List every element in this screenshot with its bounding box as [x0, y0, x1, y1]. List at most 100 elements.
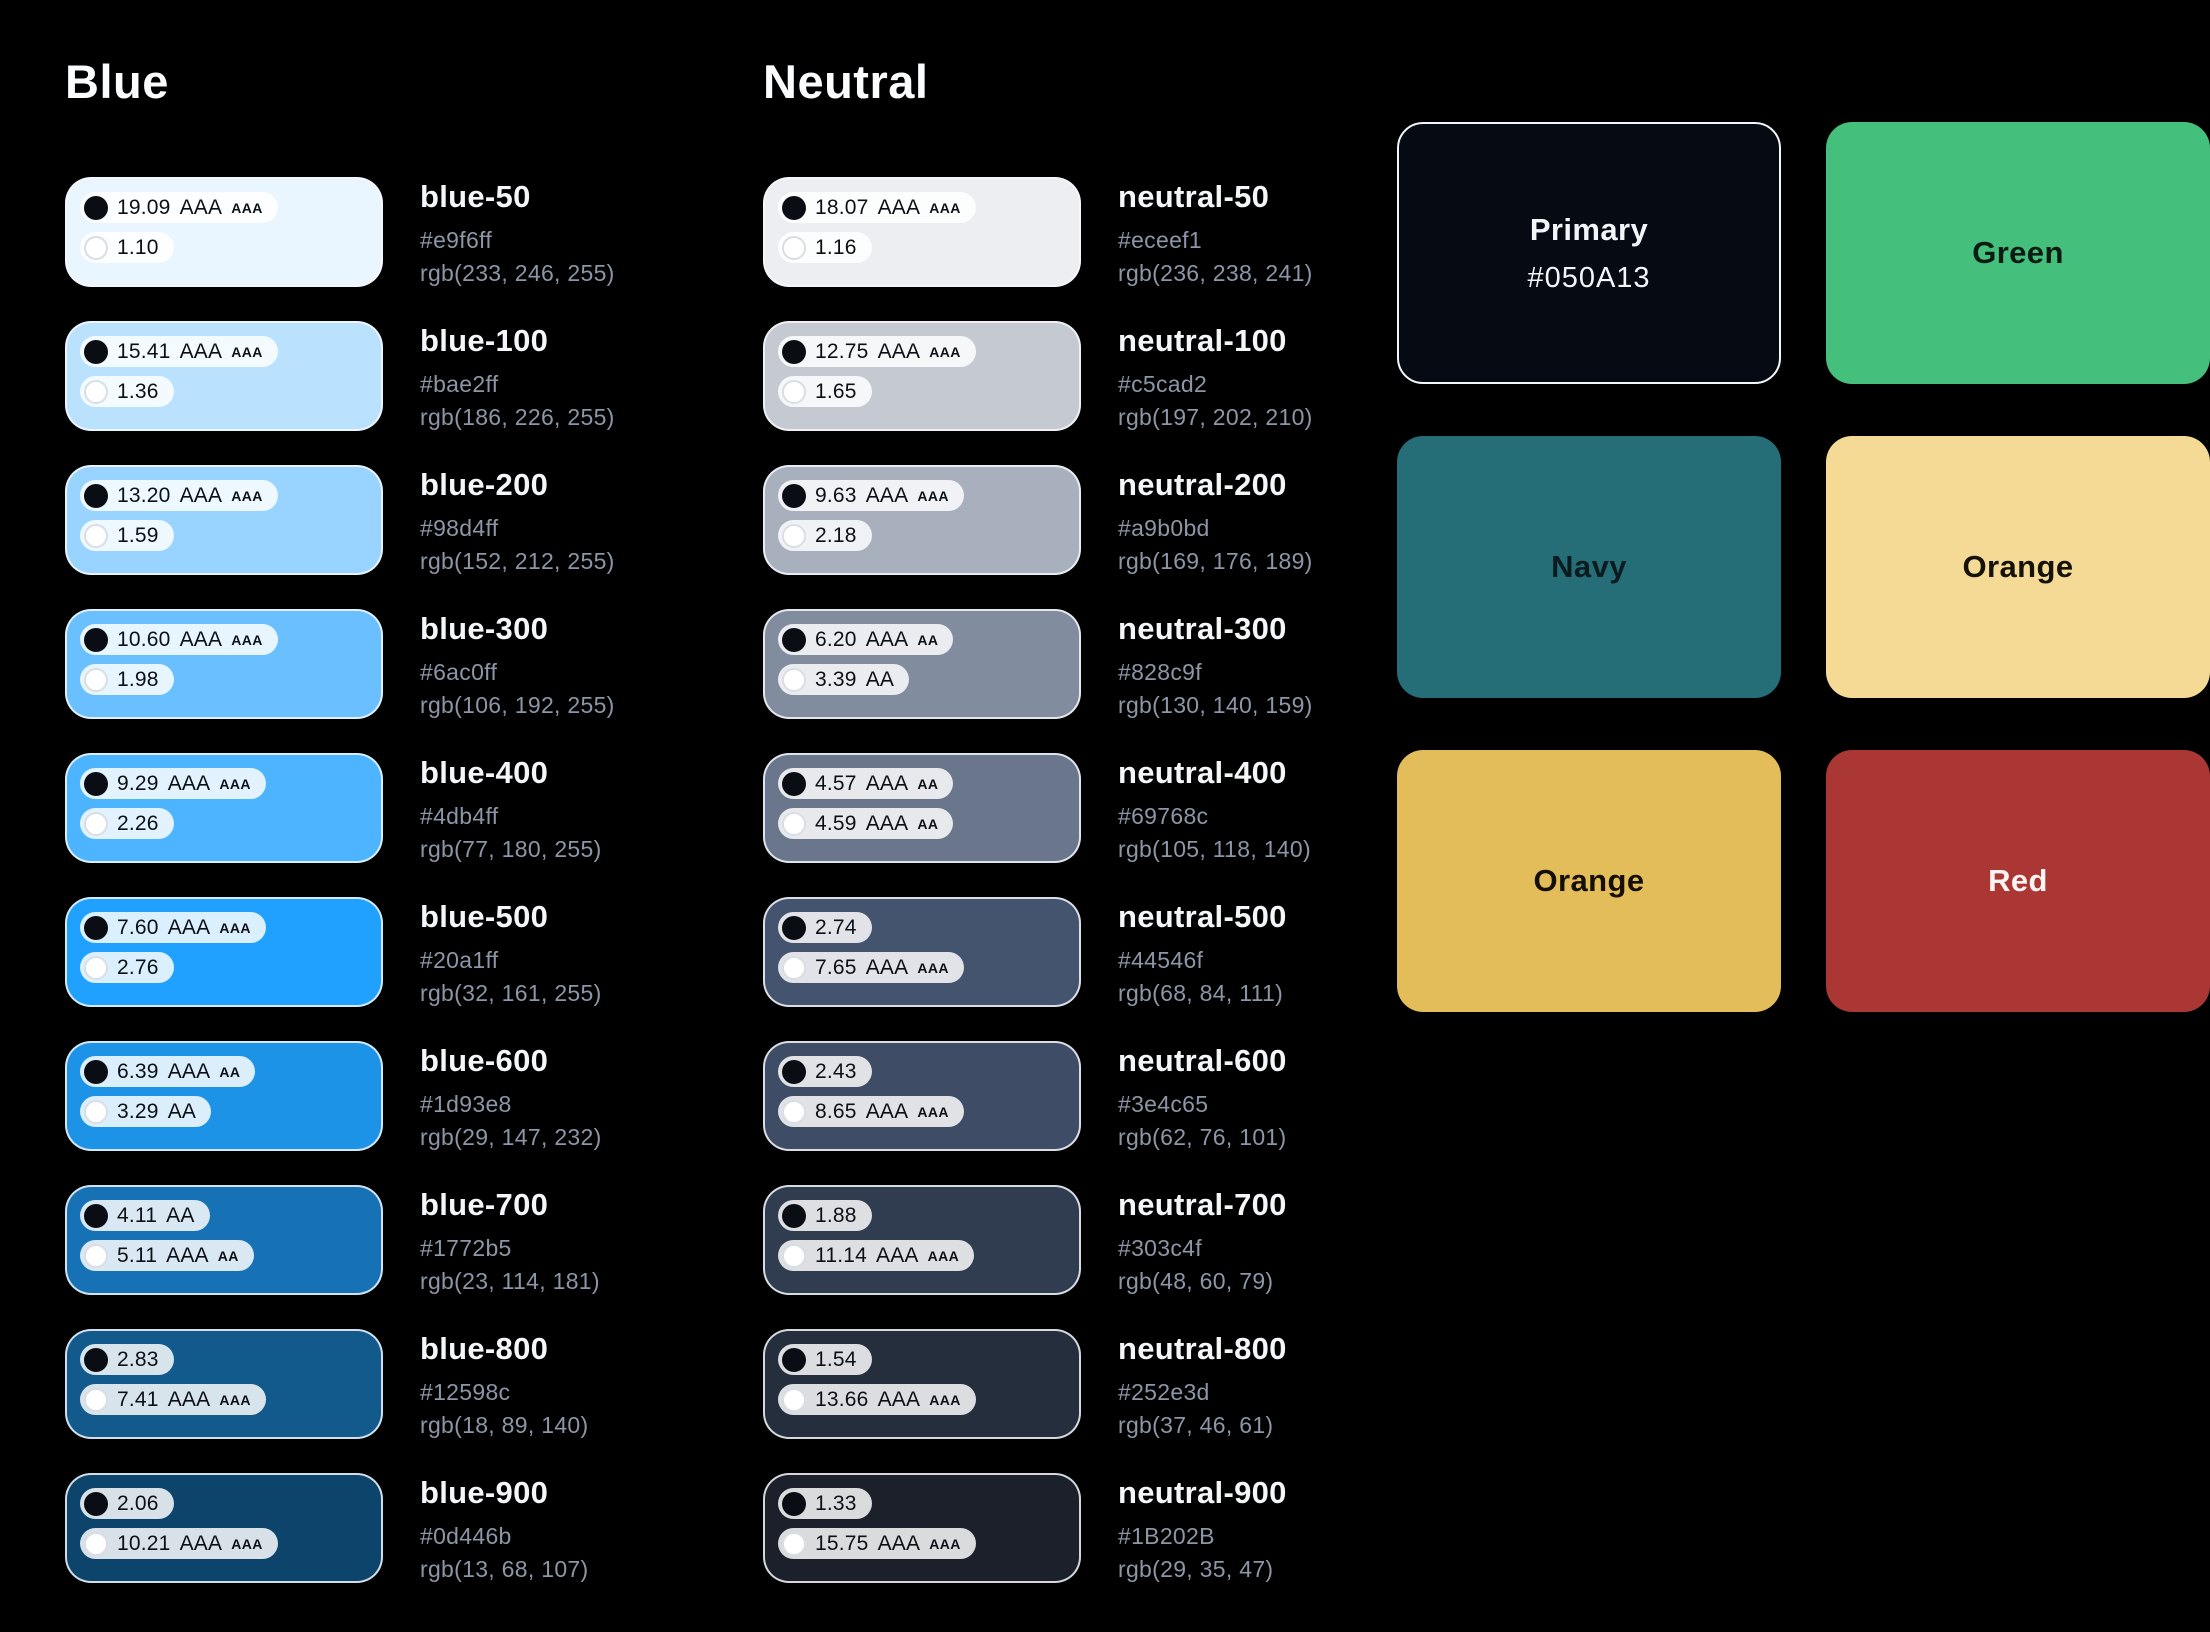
contrast-badge: 2.18 [778, 520, 872, 551]
color-swatch: 4.57 AAA AA 4.59 AAA AA [763, 753, 1081, 863]
contrast-ratio: 1.10 [117, 235, 159, 259]
contrast-badge: 1.33 [778, 1488, 872, 1519]
contrast-ratio: 11.14 [815, 1243, 867, 1267]
card-label: Green [1972, 235, 2064, 270]
color-swatch: 12.75 AAA AAA 1.65 [763, 321, 1081, 431]
swatch-hex: #0d446b [420, 1523, 512, 1549]
swatch-row: 15.41 AAA AAA 1.36 blue-100 #bae2ff rgb(186, 2… [65, 321, 745, 431]
color-swatch: 1.54 13.66 AAA AAA [763, 1329, 1081, 1439]
contrast-ratio: 6.39 [117, 1059, 159, 1083]
wcag-rating-small: AAA [231, 343, 263, 360]
contrast-ratio: 2.18 [815, 523, 857, 547]
wcag-rating-small: AAA [917, 487, 949, 504]
contrast-ratio: 1.65 [815, 379, 857, 403]
contrast-ratio: 13.66 [815, 1387, 869, 1411]
wcag-rating-small: AAA [219, 919, 251, 936]
white-circle-icon [84, 811, 108, 836]
swatch-label: blue-300 #6ac0ff rgb(106, 192, 255) [420, 611, 615, 722]
color-swatch: 7.60 AAA AAA 2.76 [65, 897, 383, 1007]
wcag-rating-large: AAA [179, 483, 223, 507]
wcag-rating-small: AAA [929, 1391, 961, 1408]
contrast-ratio: 1.88 [815, 1203, 857, 1227]
contrast-ratio: 2.06 [117, 1491, 159, 1515]
wcag-rating-large: AAA [179, 339, 223, 363]
color-card: Navy [1397, 436, 1781, 698]
section-title: Neutral [763, 55, 929, 108]
color-swatch: 2.43 8.65 AAA AAA [763, 1041, 1081, 1151]
swatch-name: neutral-900 [1118, 1475, 1287, 1510]
contrast-badge: 7.65 AAA AAA [778, 952, 964, 983]
contrast-ratio: 4.57 [815, 771, 857, 795]
swatch-row: 1.88 11.14 AAA AAA neutral-700 #303c4f rgb(48,… [763, 1185, 1443, 1295]
swatch-rgb: rgb(37, 46, 61) [1118, 1412, 1274, 1438]
swatch-label: neutral-300 #828c9f rgb(130, 140, 159) [1118, 611, 1313, 722]
color-swatch: 2.06 10.21 AAA AAA [65, 1473, 383, 1583]
swatch-hex: #252e3d [1118, 1379, 1210, 1405]
black-circle-icon [782, 483, 806, 508]
color-swatch: 1.33 15.75 AAA AAA [763, 1473, 1081, 1583]
contrast-ratio: 2.43 [815, 1059, 857, 1083]
swatch-rgb: rgb(32, 161, 255) [420, 980, 602, 1006]
color-swatch: 10.60 AAA AAA 1.98 [65, 609, 383, 719]
contrast-badge: 5.11 AAA AA [80, 1240, 254, 1271]
wcag-rating-small: AAA [231, 487, 263, 504]
wcag-rating-large: AAA [167, 1387, 211, 1411]
wcag-rating-large: AAA [876, 1243, 919, 1267]
color-swatch: 2.74 7.65 AAA AAA [763, 897, 1081, 1007]
wcag-rating-large: AAA [167, 915, 211, 939]
contrast-ratio: 10.60 [117, 627, 171, 651]
wcag-rating-large: AAA [179, 627, 223, 651]
black-circle-icon [84, 1491, 108, 1516]
contrast-badge: 13.20 AAA AAA [80, 480, 278, 511]
swatch-rgb: rgb(152, 212, 255) [420, 548, 615, 574]
swatch-label: blue-900 #0d446b rgb(13, 68, 107) [420, 1475, 588, 1586]
swatch-label: blue-50 #e9f6ff rgb(233, 246, 255) [420, 179, 615, 290]
swatch-rgb: rgb(130, 140, 159) [1118, 692, 1313, 718]
wcag-rating-small: AAA [917, 959, 949, 976]
black-circle-icon [782, 1203, 806, 1228]
black-circle-icon [84, 1347, 108, 1372]
contrast-badge: 1.10 [80, 232, 174, 263]
white-circle-icon [782, 523, 806, 548]
swatch-row: 2.74 7.65 AAA AAA neutral-500 #44546f rgb(68, … [763, 897, 1443, 1007]
contrast-badge: 2.26 [80, 808, 174, 839]
swatch-row: 1.54 13.66 AAA AAA neutral-800 #252e3d rgb(37,… [763, 1329, 1443, 1439]
contrast-ratio: 15.41 [117, 339, 171, 363]
swatch-hex: #6ac0ff [420, 659, 498, 685]
swatch-hex: #c5cad2 [1118, 371, 1208, 397]
wcag-rating-small: AA [917, 775, 939, 792]
contrast-ratio: 8.65 [815, 1099, 857, 1123]
black-circle-icon [782, 1347, 806, 1372]
contrast-ratio: 15.75 [815, 1531, 869, 1555]
swatch-row: 18.07 AAA AAA 1.16 neutral-50 #eceef1 rgb(236,… [763, 177, 1443, 287]
swatch-name: neutral-600 [1118, 1043, 1287, 1078]
swatch-hex: #98d4ff [420, 515, 499, 541]
swatch-label: blue-800 #12598c rgb(18, 89, 140) [420, 1331, 588, 1442]
contrast-badge: 6.39 AAA AA [80, 1056, 256, 1087]
wcag-rating-small: AAA [219, 775, 251, 792]
white-circle-icon [84, 523, 108, 548]
black-circle-icon [782, 771, 806, 796]
swatch-name: neutral-100 [1118, 323, 1287, 358]
swatch-rgb: rgb(18, 89, 140) [420, 1412, 589, 1438]
swatch-name: blue-900 [420, 1475, 549, 1510]
wcag-rating-large: AAA [865, 955, 909, 979]
swatch-rgb: rgb(236, 238, 241) [1118, 260, 1313, 286]
contrast-badge: 2.43 [778, 1056, 872, 1087]
black-circle-icon [782, 1491, 806, 1516]
swatch-label: neutral-200 #a9b0bd rgb(169, 176, 189) [1118, 467, 1313, 578]
wcag-rating-small: AAA [929, 199, 961, 216]
contrast-ratio: 1.36 [117, 379, 159, 403]
contrast-badge: 15.75 AAA AAA [778, 1528, 976, 1559]
swatch-row: 7.60 AAA AAA 2.76 blue-500 #20a1ff rgb(32, 161… [65, 897, 745, 1007]
color-card: Primary #050A13 [1397, 122, 1781, 384]
swatch-name: neutral-200 [1118, 467, 1287, 502]
color-swatch: 13.20 AAA AAA 1.59 [65, 465, 383, 575]
swatch-name: neutral-800 [1118, 1331, 1287, 1366]
section-neutral: Neutral 18.07 AAA AAA 1.16 neutral-50 #eceef1… [763, 0, 1443, 1632]
contrast-badge: 13.66 AAA AAA [778, 1384, 976, 1415]
swatch-rgb: rgb(106, 192, 255) [420, 692, 615, 718]
wcag-rating-small: AAA [929, 1535, 961, 1552]
swatch-hex: #e9f6ff [420, 227, 493, 253]
contrast-badge: 1.36 [80, 376, 174, 407]
